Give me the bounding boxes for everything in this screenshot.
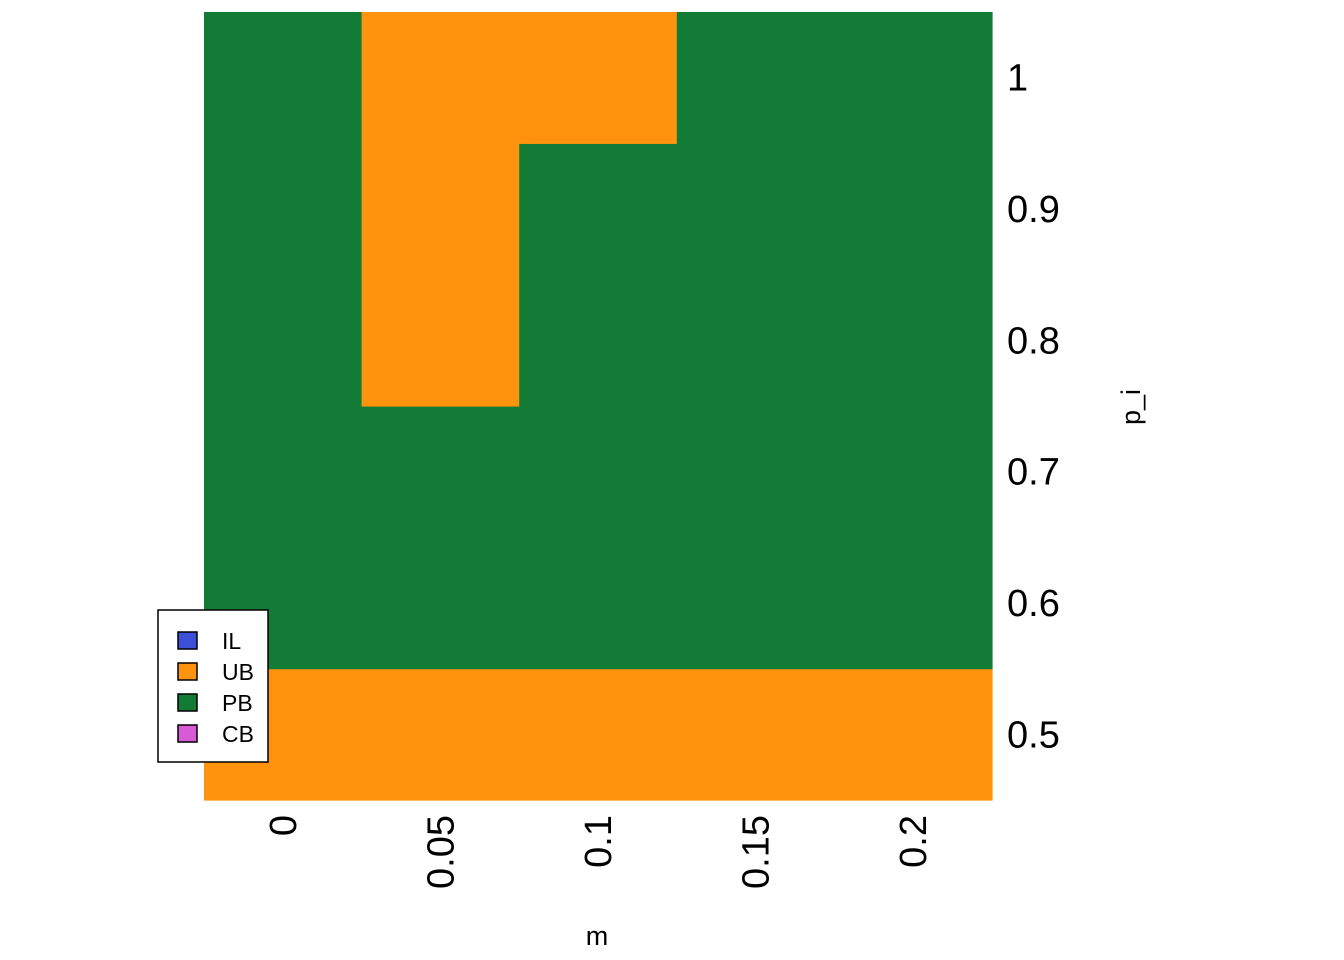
heatmap-cell	[204, 143, 363, 276]
heatmap-cell	[519, 406, 678, 538]
heatmap-cell	[834, 12, 993, 144]
heatmap-cell	[834, 274, 993, 407]
x-tick-label: 0.05	[420, 815, 462, 889]
y-tick-label: 0.8	[1007, 320, 1060, 362]
heatmap-cell	[204, 274, 363, 407]
legend-swatch	[177, 693, 198, 712]
heatmap-cell	[519, 537, 678, 670]
heatmap-cell	[204, 406, 363, 538]
heatmap-cell	[834, 537, 993, 670]
heatmap-cell	[834, 143, 993, 276]
heatmap-cell	[519, 12, 678, 144]
legend-label: CB	[222, 721, 254, 747]
y-tick-labels: 0.5 0.6 0.7 0.8 0.9 1	[1007, 58, 1060, 757]
legend-label: IL	[222, 628, 241, 654]
y-tick-label: 1	[1007, 58, 1028, 100]
heatmap-cell	[361, 12, 520, 144]
y-tick-label: 0.6	[1007, 583, 1060, 625]
heatmap-cell	[676, 668, 835, 801]
legend-label: PB	[222, 690, 253, 716]
heatmap-cell	[361, 274, 520, 407]
x-tick-label: 0.1	[578, 815, 620, 868]
x-tick-label: 0	[263, 815, 305, 836]
y-tick-label: 0.7	[1007, 452, 1060, 494]
heatmap-cell	[834, 668, 993, 801]
heatmap-cell	[676, 12, 835, 144]
heatmap-cell	[519, 143, 678, 276]
heatmap-cell	[361, 406, 520, 538]
y-axis-label: p_i	[1116, 389, 1146, 425]
y-tick-label: 0.5	[1007, 714, 1060, 756]
legend-swatch	[177, 631, 198, 650]
heatmap-cell	[834, 406, 993, 538]
heatmap-cell	[676, 274, 835, 407]
legend-swatch	[177, 662, 198, 681]
heatmap-cell	[519, 274, 678, 407]
heatmap-cell	[204, 12, 363, 144]
x-tick-label: 0.15	[736, 815, 778, 889]
heatmap-cells	[204, 12, 993, 801]
heatmap-cell	[519, 668, 678, 801]
heatmap-cell	[361, 668, 520, 801]
legend-box	[157, 609, 269, 763]
heatmap-cell	[676, 406, 835, 538]
legend-swatch	[177, 724, 198, 743]
legend: IL UB PB CB	[157, 609, 269, 763]
legend-label: UB	[222, 659, 254, 685]
x-tick-labels: 0 0.05 0.1 0.15 0.2	[263, 815, 935, 889]
heatmap-cell	[361, 537, 520, 670]
heatmap-cell	[676, 143, 835, 276]
heatmap-cell	[361, 143, 520, 276]
x-axis-label: m	[586, 921, 609, 951]
x-tick-label: 0.2	[893, 815, 935, 868]
heatmap-cell	[676, 537, 835, 670]
y-tick-label: 0.9	[1007, 189, 1060, 231]
